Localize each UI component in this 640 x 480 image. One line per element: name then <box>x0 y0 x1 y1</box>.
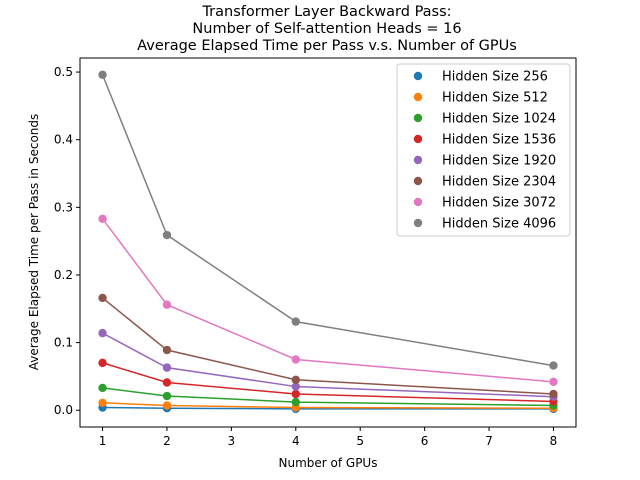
data-point-5-0 <box>98 293 107 303</box>
plot-frame <box>79 57 577 428</box>
x-tick-label-4: 5 <box>356 434 364 448</box>
data-point-3-1 <box>162 378 172 387</box>
data-point-4-0 <box>98 328 107 338</box>
series-line-5 <box>102 297 554 395</box>
series-line-2 <box>102 387 554 407</box>
legend-label-7: Hidden Size 4096 <box>442 217 556 232</box>
legend-marker-4 <box>413 155 423 165</box>
legend-label-2: Hidden Size 1024 <box>442 112 556 127</box>
chart-title-line-3: Average Elapsed Time per Pass v.s. Numbe… <box>137 38 517 54</box>
legend-label-3: Hidden Size 1536 <box>442 133 556 148</box>
legend-marker-5 <box>413 176 423 186</box>
legend-marker-3 <box>413 134 423 144</box>
legend-marker-0 <box>413 71 423 81</box>
data-point-6-3 <box>549 377 558 387</box>
data-point-3-2 <box>291 389 300 399</box>
data-point-3-0 <box>98 358 107 368</box>
y-tick-label-2: 0.2 <box>54 268 73 282</box>
legend-marker-2 <box>413 113 423 123</box>
x-tick-label-2: 3 <box>228 434 236 448</box>
x-tick-label-5: 6 <box>421 434 429 448</box>
series-line-1 <box>102 402 554 409</box>
data-point-6-0 <box>98 214 107 224</box>
data-point-7-1 <box>162 230 172 240</box>
data-point-7-0 <box>98 70 107 79</box>
data-point-6-2 <box>291 355 300 364</box>
x-tick-label-3: 4 <box>292 434 300 448</box>
series-line-6 <box>101 218 554 383</box>
x-tick-label-7: 8 <box>550 434 558 448</box>
y-axis-label: Average Elapsed Time per Pass in Seconds <box>27 114 41 371</box>
legend-label-4: Hidden Size 1920 <box>442 154 556 169</box>
legend-label-0: Hidden Size 256 <box>442 70 548 85</box>
plot-series <box>98 70 558 414</box>
legend-marker-7 <box>413 218 423 228</box>
y-tick-label-5: 0.5 <box>54 65 73 79</box>
data-point-2-2 <box>291 397 300 407</box>
y-tick-label-0: 0.0 <box>54 403 73 417</box>
data-point-4-1 <box>162 363 172 372</box>
y-tick-label-4: 0.4 <box>54 133 73 147</box>
y-tick-label-1: 0.1 <box>54 336 73 350</box>
series-line-7 <box>101 74 554 367</box>
y-axis-ticks: 0.0 0.1 0.2 0.3 0.4 0.5 <box>54 65 80 417</box>
data-point-1-0 <box>98 398 107 407</box>
data-point-5-3 <box>549 389 558 399</box>
data-point-7-3 <box>549 361 558 370</box>
chart-title-line-2: Number of Self-attention Heads = 16 <box>192 21 461 37</box>
data-point-1-1 <box>162 401 172 410</box>
data-point-5-2 <box>291 375 300 384</box>
data-point-2-0 <box>98 383 107 393</box>
chart-title-line-1: Transformer Layer Backward Pass: <box>201 4 451 20</box>
x-tick-label-1: 2 <box>163 434 171 448</box>
legend-label-5: Hidden Size 2304 <box>442 175 556 190</box>
series-line-4 <box>102 332 554 398</box>
data-point-4-2 <box>291 382 300 391</box>
legend-box <box>396 63 571 237</box>
y-tick-label-3: 0.3 <box>54 200 73 214</box>
legend-label-6: Hidden Size 3072 <box>442 196 556 211</box>
series-line-3 <box>102 362 554 403</box>
x-tick-label-6: 7 <box>485 434 493 448</box>
data-point-6-1 <box>162 300 172 309</box>
x-tick-label-0: 1 <box>99 434 107 448</box>
x-axis-ticks: 1 2 3 4 5 6 7 8 <box>99 427 558 448</box>
series-line-0 <box>102 406 554 410</box>
x-axis-label: Number of GPUs <box>279 456 378 470</box>
data-point-5-1 <box>162 345 172 355</box>
legend-marker-6 <box>413 197 423 207</box>
legend-label-1: Hidden Size 512 <box>442 91 548 106</box>
data-point-7-2 <box>291 317 300 326</box>
legend-marker-1 <box>413 92 423 102</box>
data-point-2-1 <box>162 391 172 401</box>
legend: Hidden Size 256 Hidden Size 512 Hidden Siz… <box>396 63 571 237</box>
